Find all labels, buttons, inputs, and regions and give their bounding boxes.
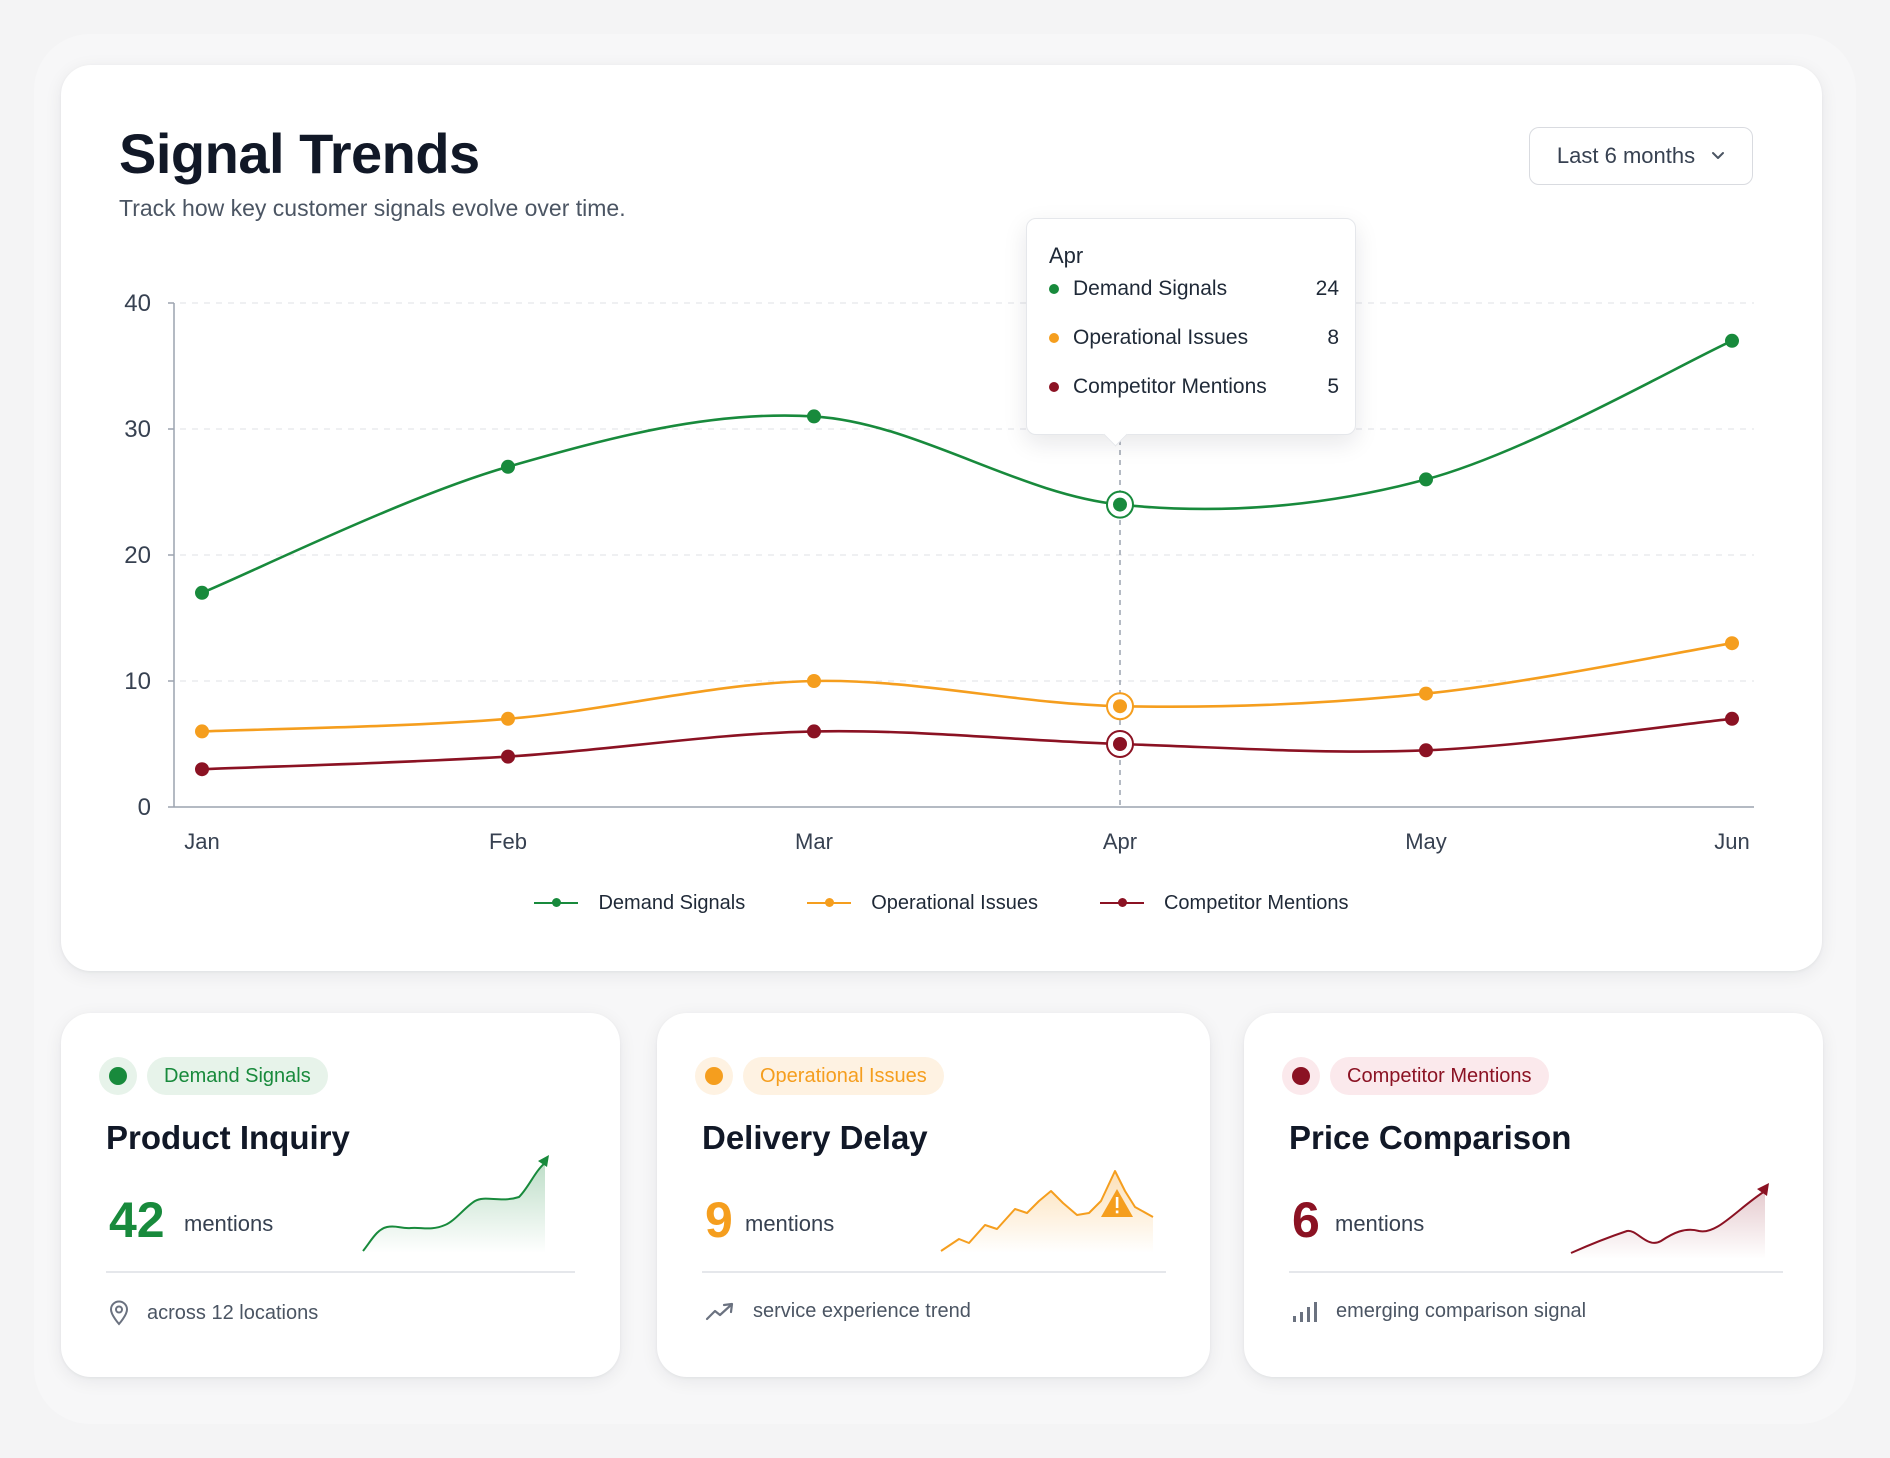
data-point-demand: [1113, 497, 1127, 512]
warning-icon: [1101, 1189, 1133, 1217]
series-line-demand: [201, 339, 1733, 595]
data-point-operational: [1419, 686, 1433, 701]
tooltip-label: Demand Signals: [1073, 277, 1228, 300]
x-tick-label: Jun: [1714, 829, 1749, 854]
card-footer: across 12 locations: [109, 1300, 318, 1326]
data-point-competitor: [1419, 743, 1433, 758]
chart-legend: Demand Signals Operational Issues Compet…: [61, 883, 1822, 923]
category-badge: Competitor Mentions: [1330, 1057, 1549, 1095]
tooltip-title: Apr: [1049, 243, 1084, 268]
legend-label: Operational Issues: [871, 891, 1038, 914]
tooltip-value: 5: [1327, 375, 1339, 398]
data-point-competitor: [807, 724, 821, 739]
y-tick-label: 40: [124, 290, 151, 317]
y-tick-label: 10: [124, 668, 151, 695]
series-line-operational: [201, 641, 1733, 733]
tooltip-value: 24: [1315, 277, 1339, 300]
data-point-operational: [807, 674, 821, 688]
time-range-select[interactable]: Last 6 months: [1529, 127, 1753, 185]
divider: [702, 1271, 1166, 1273]
stat-value: 9: [705, 1192, 733, 1248]
card-footer: emerging comparison signal: [1292, 1300, 1586, 1323]
competitor-dot-icon: [1049, 382, 1059, 392]
stat-unit: mentions: [184, 1211, 274, 1236]
footer-text: emerging comparison signal: [1336, 1300, 1587, 1322]
category-badge: Operational Issues: [743, 1057, 944, 1095]
stat-card-demand[interactable]: Demand Signals Product Inquiry 42 mentio…: [61, 1013, 620, 1377]
legend-item-demand[interactable]: Demand Signals: [534, 883, 745, 923]
competitor-dot-icon: [1282, 1057, 1320, 1095]
trend-up-arrow-icon: [1757, 1183, 1769, 1196]
data-point-operational: [1113, 699, 1127, 714]
page-title: Signal Trends: [119, 122, 480, 185]
series-line-competitor: [201, 717, 1733, 771]
demand-dot-icon: [1049, 284, 1059, 294]
x-tick-label: Jan: [184, 829, 219, 854]
legend-item-competitor[interactable]: Competitor Mentions: [1099, 883, 1349, 923]
tooltip-row-operational: Operational Issues 8: [1049, 323, 1339, 353]
line-chart: 0 10 20 30 40 Jan Feb Mar Apr May Jun: [124, 290, 1754, 854]
tooltip-label: Operational Issues: [1073, 326, 1249, 349]
data-point-demand: [807, 409, 821, 424]
trend-up-arrow-icon: [538, 1155, 549, 1167]
divider: [106, 1271, 575, 1273]
stat-unit: mentions: [745, 1211, 835, 1236]
data-point-competitor: [195, 762, 209, 777]
demand-line-icon: [534, 898, 579, 907]
operational-line-icon: [807, 898, 852, 907]
divider: [1289, 1271, 1783, 1273]
legend-item-operational[interactable]: Operational Issues: [807, 883, 1038, 923]
tooltip-row-competitor: Competitor Mentions 5: [1049, 372, 1339, 402]
data-point-operational: [195, 724, 209, 739]
stat-value: 42: [109, 1192, 165, 1248]
stat-card-competitor[interactable]: Competitor Mentions Price Comparison 6 m…: [1244, 1013, 1823, 1377]
data-point-demand: [195, 585, 209, 600]
x-tick-label: Feb: [489, 829, 527, 854]
stat-title: Delivery Delay: [702, 1119, 928, 1156]
category-badge: Demand Signals: [147, 1057, 328, 1095]
stat-value: 6: [1292, 1192, 1320, 1248]
data-point-operational: [1725, 636, 1739, 651]
footer-text: service experience trend: [753, 1300, 971, 1322]
stat-title: Product Inquiry: [106, 1119, 350, 1156]
tooltip-label: Competitor Mentions: [1073, 375, 1267, 398]
tooltip-row-demand: Demand Signals 24: [1049, 274, 1339, 304]
data-point-demand: [1419, 472, 1433, 487]
x-tick-label: Mar: [795, 829, 833, 854]
signal-bars-icon: [1293, 1301, 1317, 1322]
stat-unit: mentions: [1335, 1211, 1425, 1236]
footer-text: across 12 locations: [147, 1301, 319, 1324]
card-footer: service experience trend: [705, 1300, 971, 1323]
data-point-competitor: [1113, 737, 1127, 751]
legend-label: Competitor Mentions: [1163, 891, 1349, 914]
data-point-competitor: [501, 749, 515, 764]
stat-title: Price Comparison: [1289, 1119, 1572, 1156]
data-point-operational: [501, 711, 515, 726]
competitor-line-icon: [1099, 898, 1144, 907]
y-tick-label: 0: [138, 794, 151, 821]
tooltip-value: 8: [1327, 326, 1339, 349]
demand-dot-icon: [99, 1057, 137, 1095]
chart-tooltip: Apr Demand Signals 24 Operational Issues…: [1026, 218, 1356, 435]
operational-sparkline: [940, 1170, 1154, 1253]
demand-sparkline: [362, 1155, 549, 1253]
legend-label: Demand Signals: [598, 891, 746, 914]
operational-dot-icon: [695, 1057, 733, 1095]
x-tick-label: May: [1405, 829, 1447, 854]
signal-trends-card: Signal Trends Track how key customer sig…: [61, 65, 1822, 971]
location-pin-icon: [109, 1300, 129, 1326]
x-tick-label: Apr: [1103, 829, 1137, 854]
page-subtitle: Track how key customer signals evolve ov…: [119, 195, 626, 221]
competitor-sparkline: [1570, 1183, 1769, 1259]
y-tick-label: 30: [124, 416, 151, 443]
operational-dot-icon: [1049, 333, 1059, 343]
stat-card-operational[interactable]: Operational Issues Delivery Delay 9 ment…: [657, 1013, 1210, 1377]
y-tick-label: 20: [124, 542, 151, 569]
chevron-down-icon: [1712, 152, 1725, 159]
time-range-value: Last 6 months: [1556, 143, 1696, 168]
data-point-demand: [1725, 333, 1739, 348]
data-point-competitor: [1725, 711, 1739, 726]
trend-up-icon: [705, 1302, 734, 1320]
data-point-demand: [501, 459, 515, 474]
